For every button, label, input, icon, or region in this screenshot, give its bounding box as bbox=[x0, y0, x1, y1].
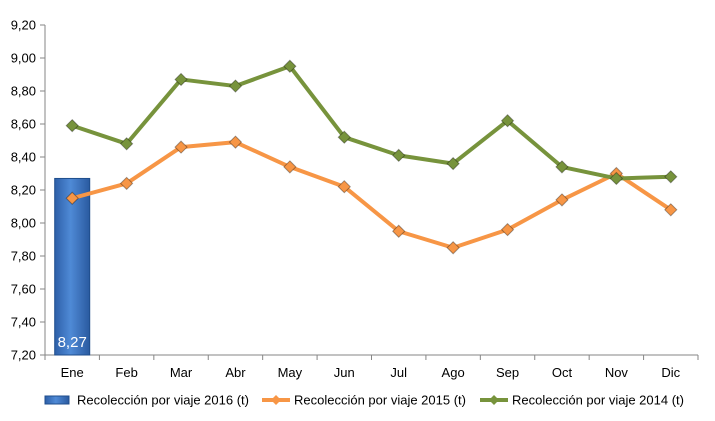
series-line bbox=[70, 64, 673, 181]
data-point-marker bbox=[283, 59, 297, 73]
x-tick-label: Dic bbox=[661, 365, 680, 380]
data-point-marker bbox=[174, 140, 188, 154]
y-tick-label: 7,40 bbox=[11, 315, 36, 330]
y-tick-label: 7,80 bbox=[11, 249, 36, 264]
y-tick-label: 9,20 bbox=[11, 18, 36, 33]
data-point-marker bbox=[664, 203, 678, 217]
x-tick-label: Feb bbox=[115, 365, 137, 380]
x-tick-label: Abr bbox=[225, 365, 246, 380]
x-tick-label: Mar bbox=[170, 365, 193, 380]
y-tick-label: 8,60 bbox=[11, 117, 36, 132]
data-point-marker bbox=[500, 222, 515, 237]
y-tick-label: 8,80 bbox=[11, 84, 36, 99]
x-tick-label: Ago bbox=[442, 365, 465, 380]
line-series bbox=[65, 59, 678, 255]
legend-label: Recolección por viaje 2016 (t) bbox=[77, 393, 249, 408]
data-point-marker bbox=[65, 191, 79, 205]
y-tick-label: 7,20 bbox=[11, 348, 36, 363]
data-point-marker bbox=[119, 137, 134, 151]
bar-series: 8,27 bbox=[54, 177, 91, 356]
bar-data-label: 8,27 bbox=[58, 334, 87, 351]
y-tick-label: 8,20 bbox=[11, 183, 36, 198]
x-tick-label: Sep bbox=[496, 365, 519, 380]
legend-swatch-marker bbox=[489, 395, 499, 405]
data-point-marker bbox=[119, 176, 134, 191]
data-point-marker bbox=[174, 72, 188, 87]
y-tick-label: 7,60 bbox=[11, 282, 36, 297]
data-point-marker bbox=[228, 79, 243, 93]
data-point-marker bbox=[500, 113, 515, 128]
legend-swatch-marker bbox=[271, 395, 281, 405]
y-tick-label: 8,00 bbox=[11, 216, 36, 231]
bar bbox=[54, 177, 91, 356]
legend-swatch-bar bbox=[44, 395, 70, 405]
data-point-marker bbox=[555, 193, 569, 207]
series-line bbox=[70, 140, 673, 250]
x-tick-label: Jun bbox=[334, 365, 355, 380]
data-point-marker bbox=[392, 224, 406, 238]
data-point-marker bbox=[392, 148, 406, 163]
x-tick-label: Oct bbox=[552, 365, 573, 380]
data-point-marker bbox=[228, 135, 243, 149]
data-point-marker bbox=[446, 156, 460, 171]
data-point-marker bbox=[337, 130, 351, 144]
x-tick-label: Jul bbox=[390, 365, 407, 380]
legend-label: Recolección por viaje 2015 (t) bbox=[294, 393, 466, 408]
legend-label: Recolección por viaje 2014 (t) bbox=[512, 393, 684, 408]
data-point-marker bbox=[446, 241, 460, 255]
data-point-marker bbox=[664, 170, 678, 184]
y-tick-label: 9,00 bbox=[11, 51, 36, 66]
data-point-marker bbox=[283, 160, 297, 174]
legend: Recolección por viaje 2016 (t) Recolecció… bbox=[44, 393, 684, 408]
x-tick-label: Ene bbox=[61, 365, 84, 380]
data-point-marker bbox=[555, 160, 569, 174]
x-tick-label: Nov bbox=[605, 365, 629, 380]
axes: 7,20 7,40 7,60 7,80 8,00 8,20 8,40 8,60 8,80 9,00… bbox=[11, 18, 699, 380]
y-tick-label: 8,40 bbox=[11, 150, 36, 165]
data-point-marker bbox=[337, 179, 351, 194]
x-tick-label: May bbox=[278, 365, 303, 380]
data-point-marker bbox=[609, 171, 624, 186]
data-point-marker bbox=[65, 118, 79, 133]
